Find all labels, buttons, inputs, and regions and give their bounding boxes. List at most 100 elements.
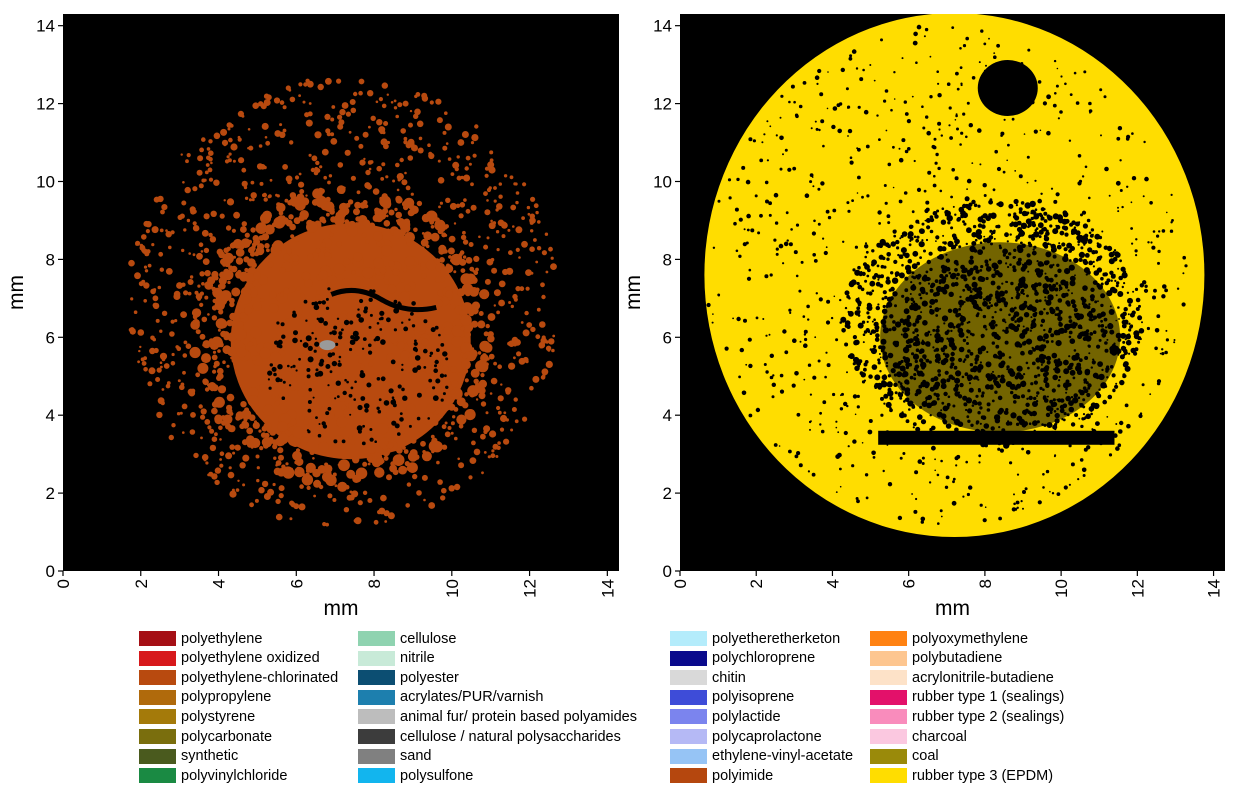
material-fragment	[302, 100, 306, 104]
material-fragment	[537, 220, 541, 224]
pore	[866, 320, 869, 323]
material-fragment	[235, 248, 245, 257]
pore	[1068, 335, 1072, 339]
material-fragment	[297, 388, 306, 398]
right-xtick-label: 4	[823, 579, 842, 588]
material-fragment	[194, 290, 199, 295]
pore	[1034, 345, 1040, 351]
pore	[788, 449, 792, 454]
material-fragment	[227, 471, 235, 479]
pore	[1027, 366, 1030, 370]
pore	[876, 114, 879, 117]
pore	[1003, 118, 1006, 121]
material-fragment	[418, 136, 423, 141]
pore	[867, 429, 873, 435]
pore	[1004, 232, 1009, 238]
material-fragment	[289, 140, 294, 145]
pore	[912, 422, 917, 427]
pore	[728, 196, 732, 200]
legend-item: rubber type 3 (EPDM)	[870, 765, 1053, 786]
material-fragment	[161, 310, 168, 316]
material-fragment	[161, 204, 168, 211]
pore	[918, 293, 922, 297]
pore	[397, 432, 401, 436]
pore	[1025, 450, 1031, 455]
material-fragment	[493, 186, 497, 190]
pore	[793, 100, 796, 104]
pore	[412, 367, 418, 373]
material-fragment	[386, 353, 395, 362]
pore	[765, 370, 769, 374]
pore	[959, 315, 966, 323]
material-fragment	[211, 473, 218, 480]
pore	[1010, 412, 1017, 419]
material-fragment	[165, 383, 171, 389]
material-fragment	[159, 361, 163, 365]
pore	[968, 123, 973, 128]
material-fragment	[505, 387, 512, 394]
material-fragment	[236, 347, 247, 358]
pore	[1033, 245, 1037, 249]
pore	[962, 203, 967, 209]
pore	[980, 265, 984, 269]
pore	[1063, 225, 1069, 231]
pore	[747, 337, 752, 342]
pore	[1053, 359, 1059, 364]
pore	[1000, 134, 1003, 137]
pore	[983, 298, 986, 301]
pore	[782, 329, 787, 334]
material-fragment	[179, 411, 183, 415]
pore	[318, 423, 321, 425]
pore	[1068, 139, 1072, 142]
pore	[977, 223, 983, 228]
pore	[383, 400, 390, 406]
material-fragment	[250, 227, 256, 233]
material-fragment	[345, 202, 351, 208]
pore	[971, 401, 975, 404]
material-fragment	[461, 131, 469, 138]
pore	[333, 325, 338, 330]
material-fragment	[273, 216, 286, 229]
material-fragment	[421, 338, 429, 346]
pore	[857, 284, 863, 290]
material-fragment	[182, 431, 185, 434]
material-fragment	[450, 389, 456, 395]
material-fragment	[156, 411, 163, 419]
material-fragment	[359, 159, 366, 166]
pore	[798, 104, 803, 109]
pore	[901, 294, 905, 298]
pore	[929, 267, 933, 272]
pore	[872, 275, 877, 280]
material-fragment	[315, 160, 320, 166]
material-fragment	[253, 404, 260, 411]
pore	[955, 114, 958, 118]
legend-item: polysulfone	[358, 765, 473, 786]
pore	[939, 189, 943, 193]
pore	[1011, 117, 1015, 121]
pore	[910, 297, 914, 302]
material-fragment	[256, 478, 260, 483]
pore	[866, 291, 870, 295]
material-fragment	[247, 395, 259, 407]
pore	[1016, 415, 1023, 422]
material-fragment	[226, 122, 233, 128]
pore	[759, 158, 764, 163]
material-fragment	[311, 418, 317, 424]
material-fragment	[529, 246, 535, 252]
material-fragment	[478, 235, 481, 239]
pore	[1048, 277, 1054, 283]
pore	[979, 276, 986, 282]
pore	[1062, 404, 1065, 407]
pore	[1149, 393, 1152, 396]
pore	[1088, 352, 1091, 355]
pore	[1055, 214, 1059, 218]
material-fragment	[460, 314, 472, 326]
material-fragment	[299, 364, 304, 369]
pore	[798, 463, 803, 468]
pore	[1017, 383, 1021, 387]
pore	[958, 245, 962, 249]
pore	[901, 411, 904, 414]
pore	[299, 339, 303, 343]
pore	[1057, 358, 1061, 362]
pore	[1084, 224, 1087, 227]
